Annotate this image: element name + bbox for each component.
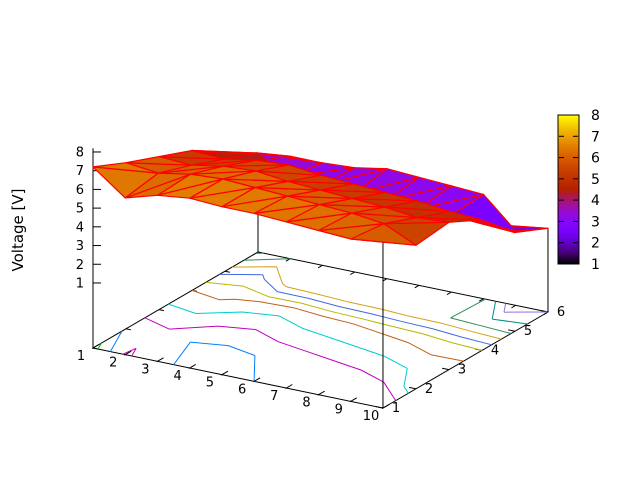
x-tick <box>124 350 132 356</box>
surface-cell <box>158 149 225 160</box>
contour-level-6.5 <box>109 330 256 382</box>
y-tick-label: 4 <box>491 343 499 358</box>
contour-level-4 <box>219 273 492 346</box>
x-tick-label: 1 <box>77 349 85 364</box>
x-tick <box>285 384 293 389</box>
x-tick-mirror <box>446 291 452 295</box>
z-tick-label: 4 <box>76 220 84 235</box>
colorbar-tick-label: 4 <box>591 193 600 209</box>
base-plane-outline <box>91 251 550 409</box>
axis-ticks: 1 2 3 4 5 6 7 8 9 10 1 2 3 4 5 6 <box>77 251 565 424</box>
contour-level-5 <box>191 289 464 362</box>
x-tick-label: 9 <box>335 402 343 417</box>
x-tick <box>349 397 358 403</box>
contour-level-4.5 <box>205 281 483 351</box>
x-tick-label: 2 <box>109 356 117 371</box>
x-tick-label: 8 <box>302 396 310 411</box>
contour-level-2.5 <box>255 252 528 325</box>
y-tick-label: 2 <box>425 382 433 397</box>
y-tick <box>508 329 516 332</box>
x-tick-label: 7 <box>270 389 278 404</box>
surface-cell <box>92 162 159 174</box>
x-tick-label: 5 <box>206 376 214 391</box>
surface-mesh <box>92 149 549 246</box>
z-axis: 1 2 3 4 5 6 7 8 <box>76 145 101 348</box>
y-tick-label: 6 <box>557 305 565 320</box>
y-tick-mirror <box>92 347 98 350</box>
z-axis-title: Voltage [V] <box>9 189 27 272</box>
z-tick-label: 6 <box>76 183 84 198</box>
x-tick-label: 10 <box>363 409 380 424</box>
x-tick-mirror <box>511 304 517 309</box>
x-tick-label: 6 <box>238 382 246 397</box>
x-tick-mirror <box>350 271 355 275</box>
y-tick-label: 3 <box>458 363 466 378</box>
colorbar: 1 2 3 4 5 6 7 8 <box>557 108 600 273</box>
z-tick-label: 8 <box>76 145 84 160</box>
contour-level-3.5 <box>232 266 502 340</box>
surface-cell <box>125 156 192 166</box>
y-tick-mirror <box>224 270 230 273</box>
base-contour-lines <box>97 252 549 401</box>
x-tick-label: 3 <box>141 362 149 377</box>
colorbar-tick-label: 6 <box>591 151 600 167</box>
x-tick-mirror <box>317 264 323 269</box>
contour-level-7 <box>97 342 102 350</box>
colorbar-tick-label: 3 <box>591 214 600 230</box>
y-tick-label: 5 <box>524 324 532 339</box>
contour-level-5.5 <box>168 303 409 394</box>
colorbar-gradient <box>557 114 580 265</box>
contour-level-2 <box>503 303 549 313</box>
z-tick-label: 2 <box>76 258 84 273</box>
y-tick <box>442 367 450 371</box>
z-tick-label: 7 <box>76 164 84 179</box>
y-tick-mirror <box>125 328 131 331</box>
y-tick <box>409 386 417 390</box>
contour-level-3 <box>243 258 512 334</box>
colorbar-tick-label: 2 <box>591 236 600 252</box>
x-tick-mirror <box>478 298 484 302</box>
y-tick-mirror <box>158 309 164 312</box>
z-tick-label: 5 <box>76 202 84 217</box>
contour-level-6 <box>122 317 397 401</box>
z-tick-label: 1 <box>76 276 84 291</box>
x-tick <box>156 357 164 363</box>
y-tick <box>376 406 384 409</box>
x-tick <box>317 390 325 396</box>
y-tick-label: 1 <box>392 401 400 416</box>
colorbar-tick-label: 7 <box>591 129 600 145</box>
colorbar-tick-label: 5 <box>591 172 600 188</box>
z-tick-label: 3 <box>76 239 84 254</box>
surface-cell <box>191 149 258 155</box>
colorbar-tick-label: 8 <box>591 108 600 124</box>
x-tick <box>220 370 229 376</box>
x-tick-mirror <box>414 284 420 289</box>
x-tick-label: 4 <box>174 369 182 384</box>
colorbar-tick-label: 1 <box>591 257 600 273</box>
x-tick <box>188 364 196 369</box>
base-plane-border <box>91 251 550 409</box>
